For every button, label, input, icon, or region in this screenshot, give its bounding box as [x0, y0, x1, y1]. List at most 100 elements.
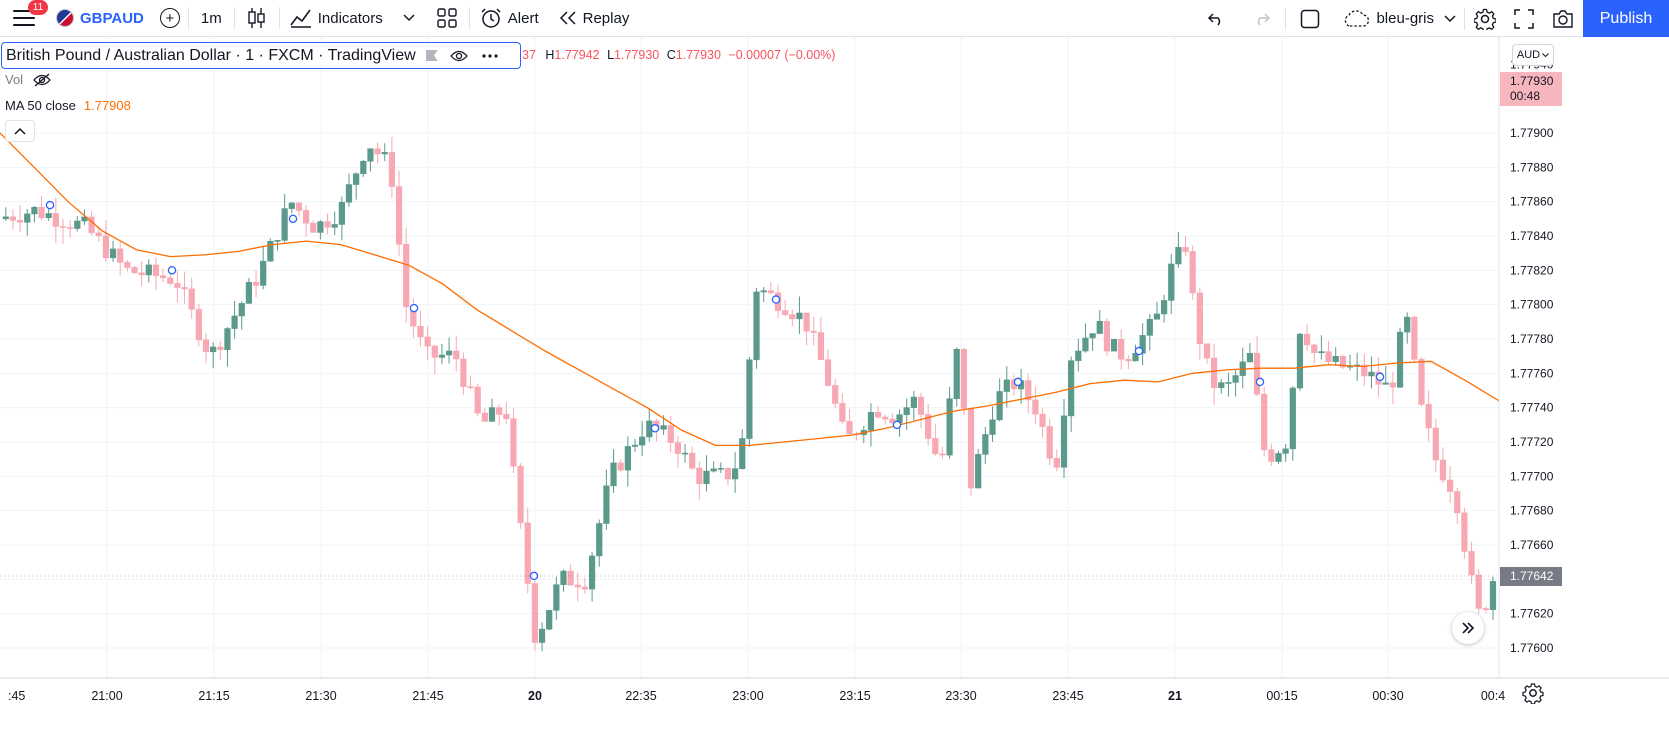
execution-marker[interactable]: [1134, 346, 1144, 356]
rewind-icon: [559, 11, 576, 25]
candle-body: [160, 275, 167, 279]
candle-body: [1404, 316, 1411, 333]
candle-body: [610, 462, 617, 487]
price-tick-label: 1.77740: [1510, 401, 1554, 415]
candle-body: [1325, 351, 1332, 362]
time-axis[interactable]: :45 21:00 21:15 21:30 21:45 20 22:35 23:00 23:15…: [8, 689, 1505, 703]
execution-marker[interactable]: [1255, 377, 1265, 387]
candle-body: [67, 227, 74, 229]
replay-button[interactable]: Replay: [549, 0, 640, 37]
plus-circle-icon: +: [159, 8, 180, 28]
candle-body: [739, 438, 746, 469]
chevron-down-icon: [1542, 52, 1549, 57]
low-value: 1.77930: [614, 48, 660, 62]
candle-body: [1339, 356, 1346, 368]
candle-body: [438, 354, 446, 358]
time-label: 21:45: [412, 689, 443, 703]
candle-body: [524, 522, 531, 584]
flag-icon[interactable]: [425, 50, 438, 61]
execution-marker[interactable]: [167, 266, 177, 275]
execution-marker[interactable]: [409, 303, 419, 313]
execution-marker[interactable]: [892, 420, 902, 430]
eye-off-icon[interactable]: [33, 73, 51, 87]
candle-body: [245, 282, 253, 304]
candle-body: [960, 348, 967, 409]
candle-body: [202, 339, 210, 353]
indicators-button[interactable]: Indicators: [280, 0, 425, 37]
time-label: 21:00: [91, 689, 122, 703]
candle-body: [274, 240, 281, 242]
candle-body: [224, 328, 231, 351]
fullscreen-button[interactable]: [1505, 0, 1543, 37]
execution-marker[interactable]: [45, 200, 55, 210]
price-tick-label: 1.77600: [1510, 641, 1554, 655]
compare-symbol-button[interactable]: +: [152, 0, 188, 37]
publish-button[interactable]: Publish: [1583, 0, 1669, 37]
interval-button[interactable]: 1m: [189, 0, 234, 37]
candle-body: [1418, 359, 1425, 405]
price-chart[interactable]: 1.77900 1.77880 1.77860 1.77840 1.77820 1.778…: [0, 37, 1669, 753]
execution-marker[interactable]: [650, 424, 660, 433]
layout-select-button[interactable]: [1286, 0, 1334, 37]
candle-body: [395, 186, 403, 245]
candle-body: [717, 468, 724, 470]
candle-body: [74, 220, 81, 229]
snapshot-button[interactable]: [1543, 0, 1583, 37]
symbol-search-button[interactable]: GBPAUD: [48, 0, 152, 37]
candle-body: [288, 202, 295, 209]
candle-body: [546, 610, 553, 630]
ma-legend[interactable]: MA 50 close 1.77908: [5, 98, 131, 113]
candle-body: [724, 468, 732, 480]
symbol-legend[interactable]: British Pound / Australian Dollar · 1 · …: [1, 42, 521, 69]
candle-body: [403, 243, 410, 308]
chevron-down-icon[interactable]: [403, 14, 415, 22]
execution-marker[interactable]: [771, 295, 781, 304]
candle-body: [1118, 338, 1125, 360]
execution-marker[interactable]: [288, 214, 298, 224]
candle-body: [596, 523, 603, 557]
execution-marker[interactable]: [1375, 372, 1385, 382]
candle-body: [417, 325, 424, 338]
candle-body: [1368, 371, 1375, 377]
candle-body: [1296, 333, 1304, 389]
main-menu-button[interactable]: 11: [0, 0, 48, 37]
candle-body: [1454, 491, 1461, 514]
chart-type-button[interactable]: [235, 0, 279, 37]
time-label: 23:15: [839, 689, 870, 703]
candle-body: [1461, 512, 1468, 552]
more-icon[interactable]: [482, 53, 498, 58]
price-tick-label: 1.77900: [1510, 126, 1554, 140]
candle-body: [1468, 551, 1475, 576]
time-label: 20: [528, 689, 542, 703]
undo-button[interactable]: [1193, 0, 1239, 37]
save-layout-button[interactable]: bleu-gris: [1334, 0, 1464, 37]
eye-icon[interactable]: [449, 50, 468, 62]
candle-body: [1268, 449, 1275, 462]
templates-button[interactable]: [425, 0, 469, 37]
scroll-to-realtime-button[interactable]: [1452, 612, 1484, 644]
candle-body: [789, 314, 796, 320]
collapse-legend-button[interactable]: [5, 120, 35, 142]
candle-body: [131, 267, 138, 274]
settings-button[interactable]: [1465, 0, 1505, 37]
volume-legend[interactable]: Vol: [5, 72, 51, 87]
execution-marker[interactable]: [1013, 377, 1023, 387]
time-label: 21:15: [198, 689, 229, 703]
price-tick-label: 1.77700: [1510, 469, 1554, 483]
currency-selector[interactable]: AUD: [1512, 44, 1554, 66]
gear-icon[interactable]: [1522, 682, 1544, 704]
candle-body: [832, 385, 839, 404]
price-axis[interactable]: 1.77900 1.77880 1.77860 1.77840 1.77820 1.778…: [1510, 57, 1554, 655]
candle-body: [252, 282, 260, 286]
alert-button[interactable]: Alert: [470, 0, 549, 37]
candle-body: [631, 444, 639, 447]
candle-body: [1182, 247, 1189, 252]
candle-body: [374, 148, 381, 155]
vertical-grid: [106, 37, 1389, 678]
change-value: −0.00007 (−0.00%): [728, 48, 836, 62]
redo-button[interactable]: [1239, 0, 1285, 37]
execution-marker[interactable]: [529, 571, 539, 581]
candle-body: [1432, 427, 1439, 461]
candle-body: [567, 570, 574, 586]
